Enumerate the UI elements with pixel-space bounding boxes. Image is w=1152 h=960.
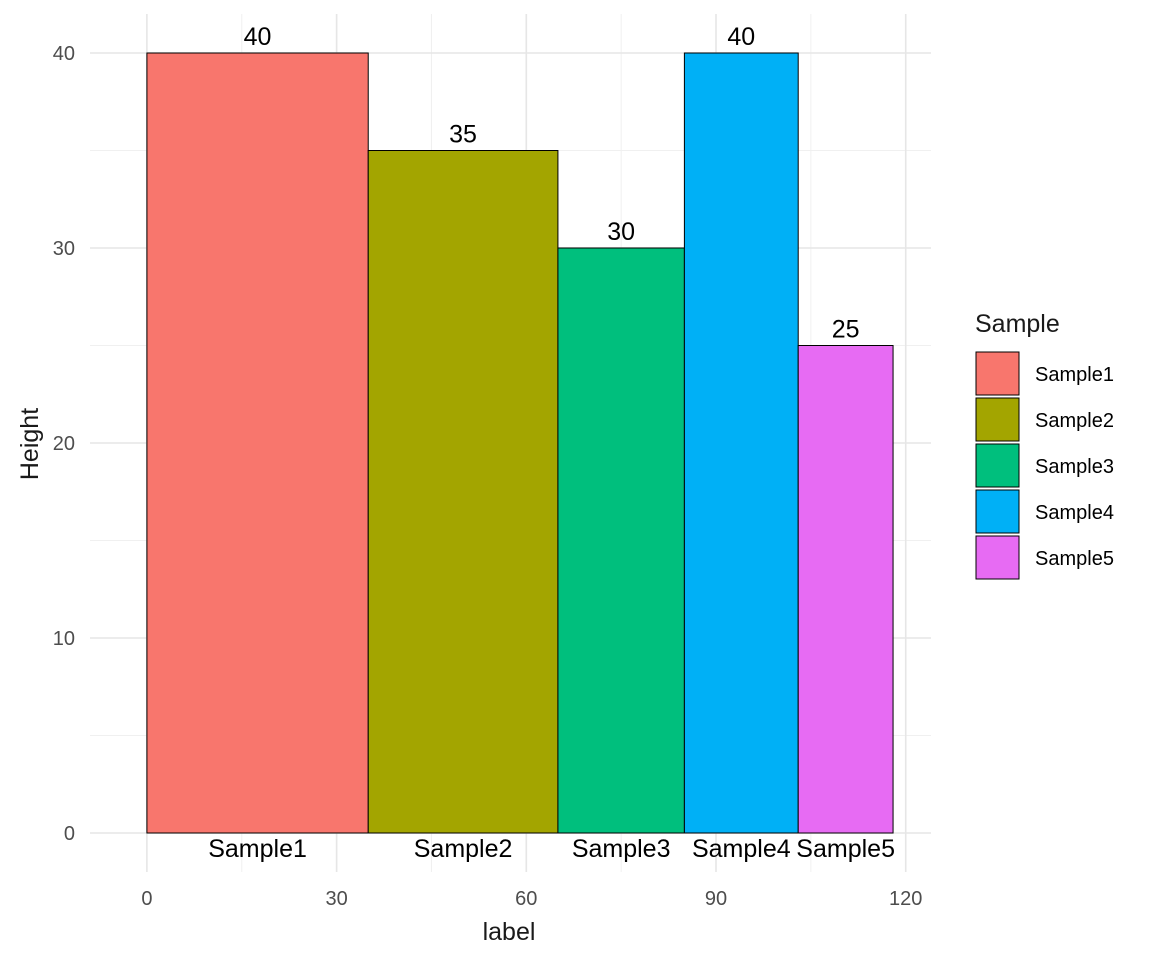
category-label: Sample4 [692,835,791,863]
category-label: Sample3 [572,835,671,863]
legend-swatch [975,489,1020,534]
bar [146,52,369,834]
category-label: Sample2 [414,835,513,863]
x-tick-label: 120 [889,888,922,910]
value-label: 40 [727,23,755,51]
value-label: 40 [244,23,272,51]
legend-swatch [975,351,1020,396]
category-label: Sample1 [208,835,307,863]
x-tick-label: 60 [515,888,537,910]
bars [146,52,894,834]
legend-label: Sample4 [1035,502,1114,524]
value-labels: 40 35 30 40 25 [244,23,860,344]
legend-label: Sample5 [1035,548,1114,570]
x-axis-title: label [483,918,536,946]
legend-swatch [975,443,1020,488]
bar [367,150,559,834]
x-tick-label: 90 [705,888,727,910]
value-label: 35 [449,121,477,149]
legend: Sample Sample1Sample2Sample3Sample4Sampl… [975,310,1114,580]
category-labels: Sample1 Sample2 Sample3 Sample4 Sample5 [208,835,895,863]
legend-swatch [975,535,1020,580]
y-axis-ticks: 0 10 20 30 40 [53,43,75,845]
value-label: 25 [832,316,860,344]
y-tick-label: 10 [53,628,75,650]
y-tick-label: 40 [53,43,75,65]
category-label: Sample5 [796,835,895,863]
legend-label: Sample2 [1035,410,1114,432]
bar [557,247,685,834]
y-axis-title: Height [16,408,44,480]
y-tick-label: 30 [53,238,75,260]
legend-items: Sample1 Sample2 Sample3 Sample4 Sample5 [975,351,1114,580]
legend-swatch [975,397,1020,442]
x-tick-label: 30 [325,888,347,910]
x-tick-label: 0 [141,888,152,910]
legend-label: Sample3 [1035,456,1114,478]
y-tick-label: 0 [64,823,75,845]
bar [683,52,799,834]
bar [797,345,894,834]
x-axis-ticks: 0 30 60 90 120 [141,888,922,910]
legend-label: Sample1 [1035,364,1114,386]
value-label: 30 [607,218,635,246]
legend-title: Sample [975,310,1060,338]
y-tick-label: 20 [53,433,75,455]
